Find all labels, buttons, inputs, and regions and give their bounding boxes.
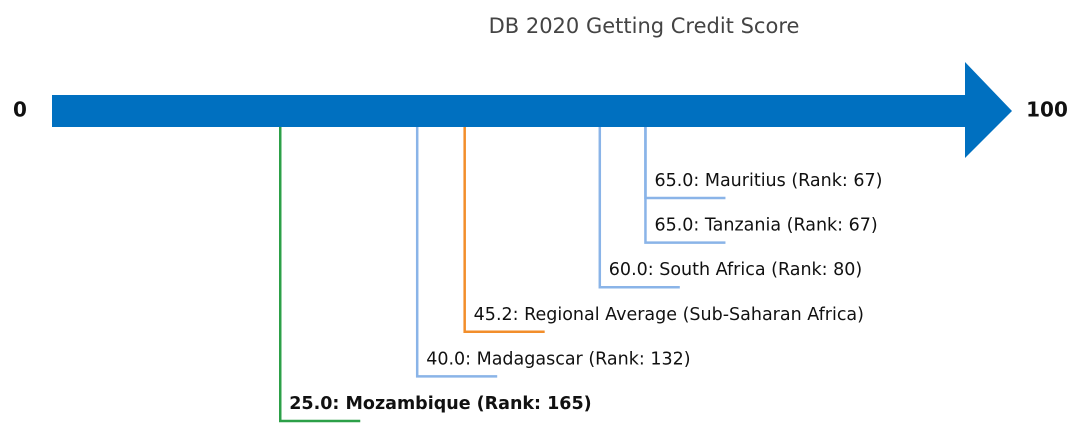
axis-arrow: [52, 62, 1012, 158]
value-label: 65.0: Tanzania (Rank: 67): [654, 216, 877, 236]
chart-title: DB 2020 Getting Credit Score: [489, 14, 800, 38]
x-tick-label: 100: [1026, 98, 1068, 122]
leader-line: [598, 127, 680, 289]
value-label: 45.2: Regional Average (Sub-Saharan Afri…: [474, 305, 864, 325]
leader-line: [463, 127, 545, 334]
value-label: 40.0: Madagascar (Rank: 132): [426, 349, 690, 369]
leader-line: [279, 127, 361, 423]
leader-line: [644, 127, 726, 244]
value-label: 65.0: Mauritius (Rank: 67): [654, 171, 882, 191]
value-label: 25.0: Mozambique (Rank: 165): [289, 394, 591, 414]
x-tick-label: 0: [13, 98, 27, 122]
leader-line: [415, 127, 498, 378]
value-label: 60.0: South Africa (Rank: 80): [609, 260, 862, 280]
